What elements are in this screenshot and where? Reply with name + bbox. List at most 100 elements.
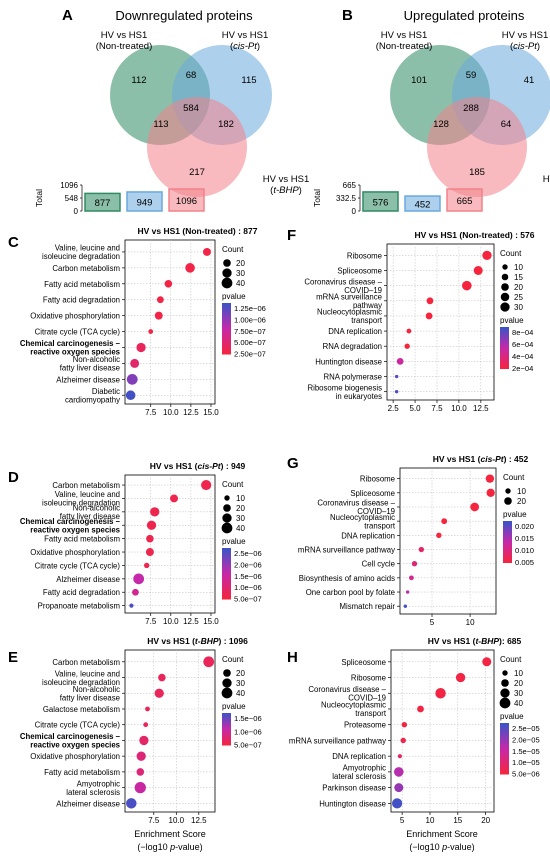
set-label: (cis-Pt) <box>510 41 540 52</box>
legend-label: 25 <box>514 293 523 302</box>
category-label: Fatty acid metabolism <box>44 768 120 777</box>
set-label: (t-BHP) <box>270 185 302 196</box>
data-point <box>154 311 163 320</box>
data-point <box>156 296 164 304</box>
legend-label: 1.5e−06 <box>234 714 262 723</box>
data-point <box>482 657 492 667</box>
dotplot-F: F HV vs HS1 (Non-treated) : 576 2.5 5.0 7.5 1… <box>287 227 535 413</box>
panel-letter: H <box>287 649 298 666</box>
legend-label: 6e−04 <box>512 340 533 349</box>
panel-letter: D <box>8 469 19 486</box>
x-tick-label: 7.5 <box>431 404 443 413</box>
axis-title: Total <box>34 189 44 207</box>
data-point <box>145 706 150 712</box>
legend-label: 5.0e−07 <box>234 595 262 604</box>
legend-size-dot <box>222 678 232 688</box>
category-label: Huntington disease <box>315 357 382 366</box>
legend-label: 20 <box>517 497 526 506</box>
category-label: RNA polymerase <box>324 373 383 382</box>
data-point <box>148 329 154 334</box>
category-label: Oxidative phosphorylation <box>30 548 120 557</box>
category-label: reactive oxygen species <box>30 525 120 534</box>
data-point <box>436 532 442 539</box>
legend-title: pvalue <box>222 702 246 711</box>
x-tick-label: 7.5 <box>145 408 157 417</box>
category-label: Huntington disease <box>319 799 386 808</box>
legend-label: 5.00e−07 <box>234 338 266 347</box>
region-count: 64 <box>501 119 512 130</box>
panel-title: HV vs HS1 (Non-treated) : 877 <box>138 226 258 236</box>
category-label: Coronavirus disease – <box>308 685 386 694</box>
data-point <box>435 688 446 699</box>
category-label: pathway <box>353 301 382 310</box>
category-label: fatty liver disease <box>60 512 120 521</box>
legend-size-dot <box>501 273 509 281</box>
data-point <box>185 263 195 273</box>
category-label: Fatty acid metabolism <box>44 535 120 544</box>
category-label: isoleucine degradation <box>42 678 120 687</box>
data-point <box>393 767 404 777</box>
panel-letter: A <box>62 7 73 24</box>
category-label: COVID–19 <box>357 507 395 516</box>
x-tick-label: 12.5 <box>191 816 207 825</box>
legend-label: 0.005 <box>515 558 534 567</box>
category-label: lateral sclerosis <box>66 788 120 797</box>
region-count: 217 <box>189 167 205 178</box>
plot-frame <box>124 239 216 405</box>
category-label: Alzheimer disease <box>56 799 120 808</box>
data-point <box>411 560 418 567</box>
set-label: HV vs HS1 <box>222 30 268 41</box>
category-label: fatty liver disease <box>60 694 120 703</box>
plot-frame <box>399 467 497 615</box>
category-label: Cell cycle <box>362 560 395 569</box>
category-label: isoleucine degradation <box>42 499 120 508</box>
legend-title: Count <box>222 655 244 664</box>
category-label: Non-alcoholic <box>73 685 120 694</box>
data-point <box>417 705 424 713</box>
category-label: Fatty acid metabolism <box>44 280 120 289</box>
legend-size-dot <box>502 670 508 676</box>
data-point <box>202 247 211 256</box>
category-label: transport <box>351 316 383 325</box>
data-point <box>143 722 149 728</box>
data-point <box>394 389 399 394</box>
x-tick-label: 2.5 <box>388 404 400 413</box>
data-point <box>145 548 154 557</box>
data-point <box>405 590 410 594</box>
category-label: Ribosome biogenesis <box>307 383 382 392</box>
category-label: Valine, leucine and <box>55 669 120 678</box>
data-point <box>404 343 410 349</box>
legend-size-dot <box>500 302 510 312</box>
legend-label: 0.020 <box>515 522 534 531</box>
category-label: Chemical carcinogenesis – <box>20 732 121 741</box>
category-label: Biosynthesis of amino acids <box>299 574 395 583</box>
x-tick-label: 10 <box>426 816 435 825</box>
colorbar <box>222 303 231 355</box>
panel-letter: C <box>8 234 19 251</box>
category-label: Oxidative phosphorylation <box>30 752 120 761</box>
legend-label: 1.25e−06 <box>234 304 266 313</box>
legend-label: 10 <box>514 669 523 678</box>
colorbar <box>222 713 231 746</box>
legend-label: 20 <box>236 504 245 513</box>
legend-label: 10 <box>517 487 526 496</box>
legend-size-dot <box>501 679 509 687</box>
data-point <box>201 479 212 491</box>
x-tick-label: 10.0 <box>163 408 179 417</box>
x-tick-label: 5.0 <box>410 404 422 413</box>
x-axis-title-H: Enrichment Score <box>406 829 478 839</box>
category-label: DNA replication <box>328 327 382 336</box>
legend-label: 20 <box>236 669 245 678</box>
category-label: isoleucine degradation <box>42 252 120 261</box>
category-label: Chemical carcinogenesis – <box>20 517 121 526</box>
category-label: Carbon metabolism <box>52 264 120 273</box>
category-label: Alzheimer disease <box>56 375 120 384</box>
legend-label: 20 <box>236 259 245 268</box>
legend-label: 2.0e−05 <box>512 735 540 744</box>
data-point <box>462 280 472 291</box>
legend-label: 20 <box>514 679 523 688</box>
total-bar <box>446 188 483 212</box>
category-label: Non-alcoholic <box>73 355 120 364</box>
data-point <box>146 520 157 530</box>
y-tick-label: 0 <box>74 207 79 216</box>
